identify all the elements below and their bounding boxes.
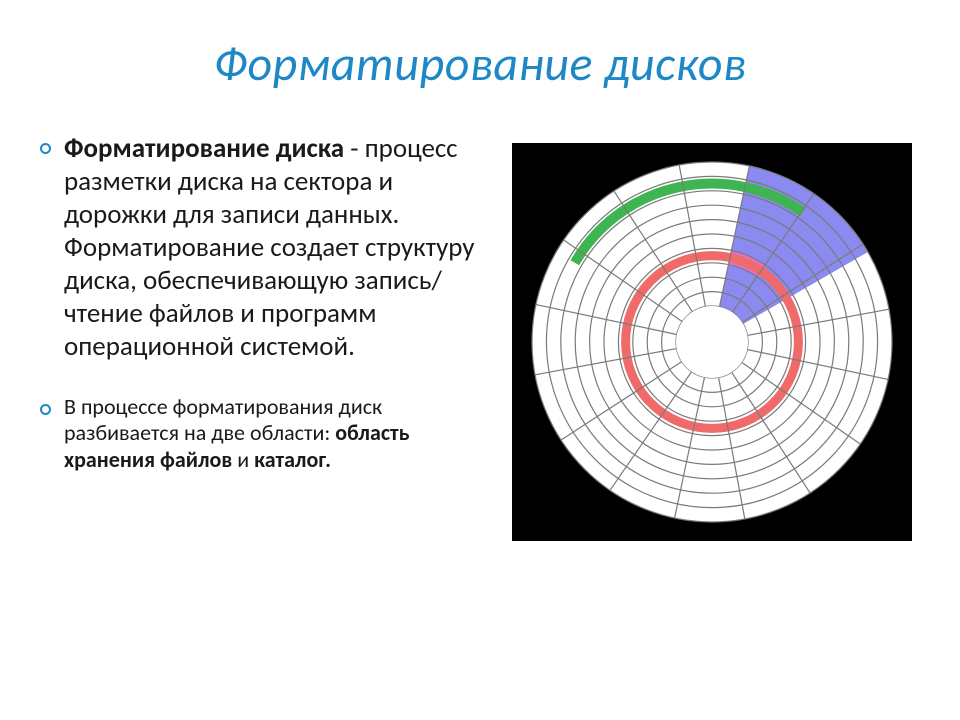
text-run: каталог.: [254, 446, 331, 473]
text-column: Форматирование диска - процесс разметки …: [36, 133, 476, 541]
slide-title: Форматирование дисков: [0, 0, 960, 93]
text-run: и: [232, 446, 254, 473]
bullet-item: В процессе форматирования диск разбивает…: [36, 394, 476, 474]
bullet-list: Форматирование диска - процесс разметки …: [36, 133, 476, 474]
text-run: - процесс разметки диска на сектора и до…: [64, 132, 475, 363]
disk-diagram: [512, 143, 912, 541]
bullet-item: Форматирование диска - процесс разметки …: [36, 133, 476, 364]
text-run: Форматирование диска: [64, 132, 344, 165]
